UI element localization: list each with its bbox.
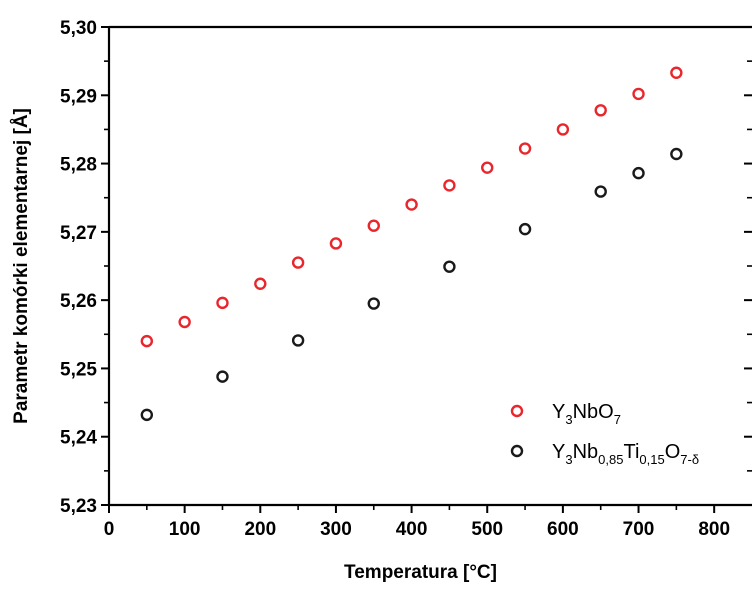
- y-tick-label: 5,24: [60, 428, 97, 449]
- data-point-series-2: [443, 260, 456, 273]
- legend-label: Y3​NbO7​: [552, 401, 621, 427]
- y-tick-label: 5,30: [60, 18, 97, 39]
- tick-labels: 0 100 200 300 400 500 600 700 800 5,23 5,24 5,25 5,2…: [60, 18, 730, 540]
- x-tick-label: 0: [104, 519, 115, 540]
- data-point-series-1: [443, 179, 456, 192]
- data-point-series-1: [178, 315, 191, 329]
- y-tick-label: 5,25: [60, 359, 97, 380]
- data-point-series-1: [216, 296, 229, 310]
- data-point-series-2: [367, 297, 380, 310]
- x-tick-label: 200: [244, 519, 276, 540]
- data-point-series-2: [140, 408, 154, 422]
- x-tick-label: 400: [396, 519, 428, 540]
- data-point-series-1: [632, 87, 645, 101]
- data-point-series-1: [291, 256, 305, 269]
- data-point-series-1: [518, 142, 532, 155]
- x-tick-label: 600: [547, 519, 579, 540]
- axes: [107, 25, 752, 507]
- data-point-series-2: [594, 185, 607, 198]
- y-tick-label: 5,26: [60, 291, 97, 312]
- data-point-series-1: [670, 66, 683, 79]
- data-point-series-1: [481, 161, 494, 174]
- data-point-series-1: [556, 123, 570, 136]
- x-tick-label: 100: [169, 519, 201, 540]
- data-point-series-1: [594, 104, 607, 117]
- data-point-series-2: [670, 147, 683, 161]
- data-point-series-2: [291, 334, 305, 347]
- legend-marker: [510, 404, 524, 418]
- data-point-series-1: [367, 219, 380, 232]
- data-points: [140, 66, 683, 422]
- y-axis-title: Parametr komórki elementarnej [Å]: [11, 108, 32, 424]
- data-point-series-1: [140, 334, 154, 348]
- x-tick-label: 300: [320, 519, 352, 540]
- legend-marker: [510, 444, 524, 458]
- data-point-series-1: [254, 277, 267, 290]
- x-tick-label: 700: [623, 519, 655, 540]
- x-axis-title: Temperatura [°C]: [344, 562, 497, 583]
- data-point-series-2: [518, 222, 532, 236]
- y-tick-label: 5,29: [60, 86, 97, 107]
- x-tick-label: 800: [698, 519, 730, 540]
- y-tick-label: 5,27: [60, 223, 97, 244]
- legend: Y3​NbO7​ Y3​Nb0,85​Ti0,15​O7-δ​: [510, 401, 699, 467]
- data-point-series-2: [632, 166, 645, 180]
- y-tick-label: 5,23: [60, 496, 97, 517]
- x-tick-label: 500: [471, 519, 503, 540]
- ticks: [101, 26, 752, 513]
- data-point-series-1: [405, 198, 418, 211]
- legend-label: Y3​Nb0,85​Ti0,15​O7-δ​: [552, 441, 699, 467]
- data-point-series-1: [329, 237, 343, 250]
- data-point-series-2: [216, 370, 229, 383]
- y-tick-label: 5,28: [60, 155, 97, 176]
